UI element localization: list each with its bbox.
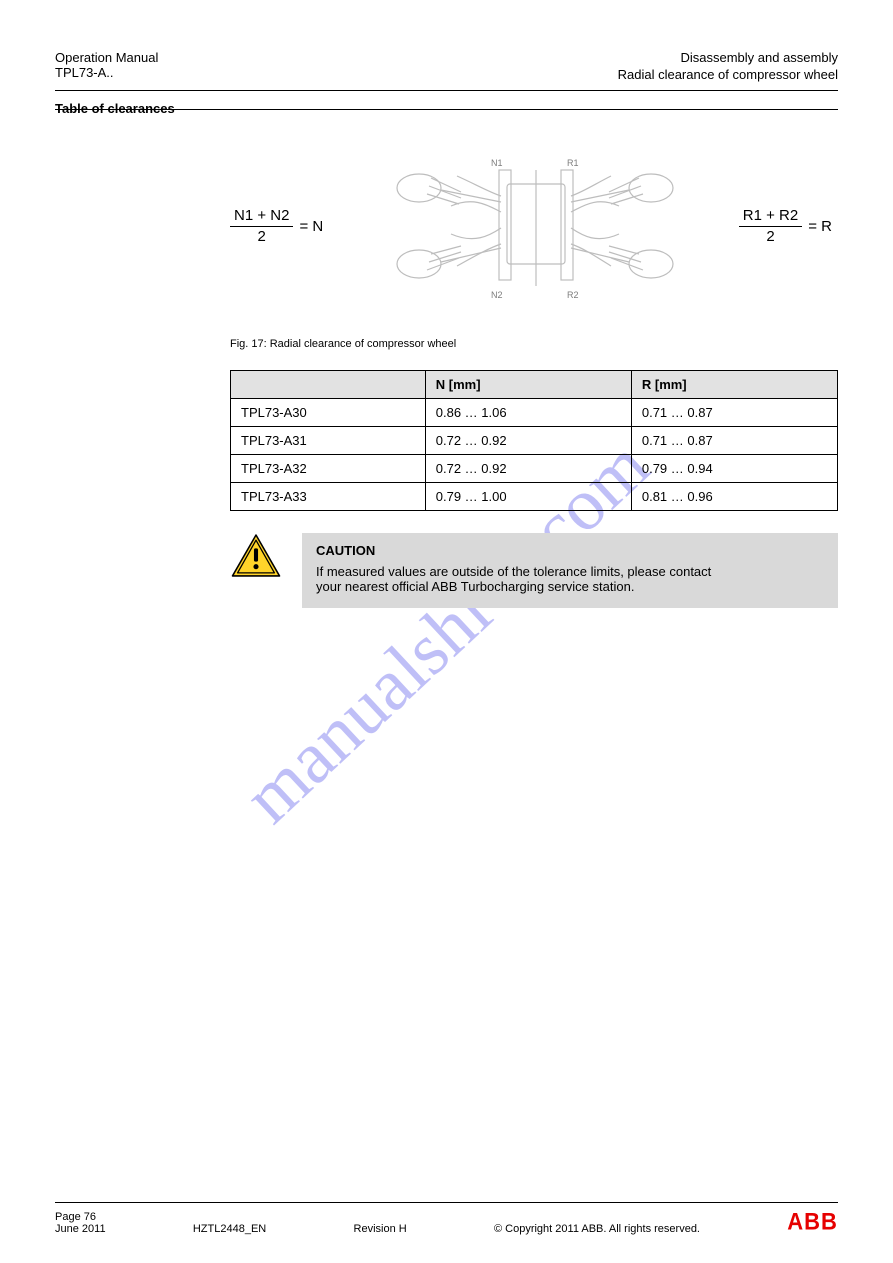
footer-date: June 2011 (55, 1223, 106, 1235)
table-col-0 (231, 371, 426, 399)
figure-caption: Fig. 17: Radial clearance of compressor … (230, 338, 838, 350)
left-col-label: Table of clearances (55, 101, 205, 116)
header-manual-title: Operation Manual (55, 50, 435, 65)
formula-n-denominator: 2 (258, 227, 266, 245)
table-r1c0: TPL73-A31 (231, 427, 426, 455)
caution-icon (230, 533, 302, 579)
header-model: TPL73-A.. (55, 65, 435, 80)
table-col-1: N [mm] (425, 371, 631, 399)
fig-label-r2: R2 (567, 290, 579, 300)
caution-block: CAUTION If measured values are outside o… (230, 533, 838, 608)
formula-n-result: = N (299, 218, 323, 235)
formula-r-result: = R (808, 218, 832, 235)
formula-r-numerator: R1 + R2 (739, 208, 802, 227)
formula-r-denominator: 2 (766, 227, 774, 245)
table-r2c2: 0.79 … 0.94 (631, 455, 837, 483)
table-r0c2: 0.71 … 0.87 (631, 399, 837, 427)
table-r1c2: 0.71 … 0.87 (631, 427, 837, 455)
page-footer: Page 76 June 2011 HZTL2448_EN Revision H… (55, 1202, 838, 1235)
footer-rev: Revision H (354, 1223, 407, 1235)
footer-doc: HZTL2448_EN (193, 1223, 266, 1235)
caution-line2: your nearest official ABB Turbocharging … (316, 579, 824, 594)
fig-label-r1: R1 (567, 158, 579, 168)
table-col-2: R [mm] (631, 371, 837, 399)
footer-page: Page 76 (55, 1211, 106, 1223)
fig-label-n2: N2 (491, 290, 503, 300)
table-r3c2: 0.81 … 0.96 (631, 483, 837, 511)
clearance-table: N [mm] R [mm] TPL73-A30 0.86 … 1.06 0.71… (230, 370, 838, 511)
footer-rights: © Copyright 2011 ABB. All rights reserve… (494, 1223, 700, 1235)
table-r2c0: TPL73-A32 (231, 455, 426, 483)
formula-n: N1 + N2 2 = N (230, 208, 329, 245)
table-r0c0: TPL73-A30 (231, 399, 426, 427)
formula-n-numerator: N1 + N2 (230, 208, 293, 227)
fig-label-n1: N1 (491, 158, 503, 168)
formula-row: N1 + N2 2 = N (230, 136, 838, 316)
formula-r: R1 + R2 2 = R (739, 208, 838, 245)
abb-logo: ABB (787, 1209, 838, 1235)
table-r3c1: 0.79 … 1.00 (425, 483, 631, 511)
header-section: Radial clearance of compressor wheel (618, 67, 838, 82)
header-rule (55, 90, 838, 91)
table-r0c1: 0.86 … 1.06 (425, 399, 631, 427)
figure-illustration: N1 N2 R1 R2 (379, 136, 689, 316)
caution-line1: If measured values are outside of the to… (316, 564, 824, 579)
table-r3c0: TPL73-A33 (231, 483, 426, 511)
caution-title: CAUTION (316, 543, 824, 558)
page-header: Operation Manual TPL73-A.. Disassembly a… (55, 50, 838, 84)
header-chapter: Disassembly and assembly (618, 50, 838, 65)
table-r2c1: 0.72 … 0.92 (425, 455, 631, 483)
table-r1c1: 0.72 … 0.92 (425, 427, 631, 455)
